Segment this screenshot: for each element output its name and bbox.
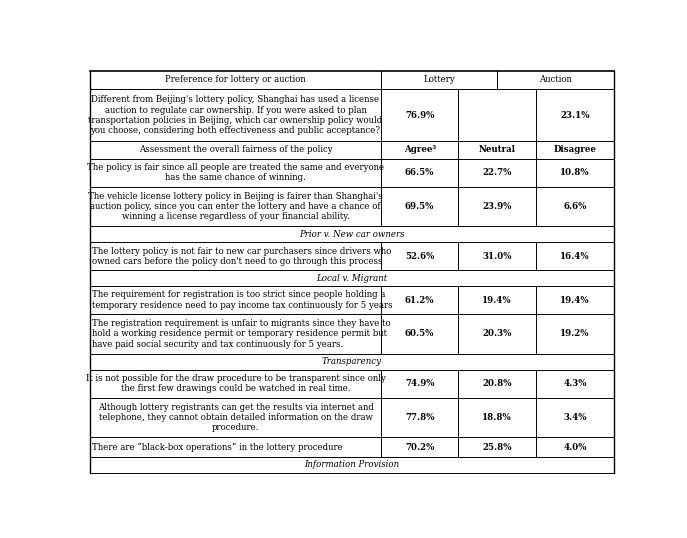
Text: The lottery policy is not fair to new car purchasers since drivers who
owned car: The lottery policy is not fair to new ca… [92, 246, 392, 266]
Text: 76.9%: 76.9% [405, 111, 434, 120]
Text: 4.0%: 4.0% [563, 443, 587, 451]
Text: Agree³: Agree³ [403, 145, 436, 154]
Text: 10.8%: 10.8% [560, 168, 590, 177]
Text: The requirement for registration is too strict since people holding a
temporary : The requirement for registration is too … [92, 291, 393, 310]
Text: Different from Beijing's lottery policy, Shanghai has used a license
auction to : Different from Beijing's lottery policy,… [89, 95, 383, 136]
Text: 19.4%: 19.4% [560, 296, 590, 305]
Text: 66.5%: 66.5% [405, 168, 434, 177]
Text: 60.5%: 60.5% [405, 329, 434, 338]
Text: The policy is fair since all people are treated the same and everyone
has the sa: The policy is fair since all people are … [87, 163, 384, 182]
Text: There are “black-box operations” in the lottery procedure: There are “black-box operations” in the … [92, 442, 343, 452]
Text: 61.2%: 61.2% [405, 296, 434, 305]
Text: 23.9%: 23.9% [482, 202, 512, 211]
Text: 20.3%: 20.3% [482, 329, 512, 338]
Text: Preference for lottery or auction: Preference for lottery or auction [165, 75, 306, 84]
Text: 25.8%: 25.8% [482, 443, 512, 451]
Text: Local v. Migrant: Local v. Migrant [317, 274, 387, 282]
Text: 4.3%: 4.3% [563, 379, 587, 388]
Text: It is not possible for the draw procedure to be transparent since only
the first: It is not possible for the draw procedur… [86, 374, 385, 393]
Text: Prior v. New car owners: Prior v. New car owners [300, 230, 405, 239]
Text: 77.8%: 77.8% [405, 413, 434, 422]
Text: 19.4%: 19.4% [482, 296, 512, 305]
Text: The registration requirement is unfair to migrants since they have to
hold a wor: The registration requirement is unfair t… [92, 319, 391, 349]
Text: 22.7%: 22.7% [482, 168, 512, 177]
Text: Although lottery registrants can get the results via internet and
telephone, the: Although lottery registrants can get the… [98, 402, 374, 433]
Text: Neutral: Neutral [479, 145, 516, 154]
Text: 3.4%: 3.4% [563, 413, 587, 422]
Text: 6.6%: 6.6% [563, 202, 587, 211]
Text: Information Provision: Information Provision [304, 460, 400, 469]
Text: 69.5%: 69.5% [405, 202, 434, 211]
Text: 52.6%: 52.6% [405, 252, 434, 261]
Text: Auction: Auction [539, 75, 572, 84]
Text: 23.1%: 23.1% [561, 111, 589, 120]
Text: 19.2%: 19.2% [561, 329, 589, 338]
Text: 16.4%: 16.4% [560, 252, 590, 261]
Text: 70.2%: 70.2% [405, 443, 434, 451]
Text: Lottery: Lottery [423, 75, 455, 84]
Text: Transparency: Transparency [322, 357, 382, 366]
Text: 18.8%: 18.8% [482, 413, 512, 422]
Text: Disagree: Disagree [554, 145, 596, 154]
Text: 31.0%: 31.0% [482, 252, 512, 261]
Text: 74.9%: 74.9% [405, 379, 434, 388]
Text: The vehicle license lottery policy in Beijing is fairer than Shanghai's
auction : The vehicle license lottery policy in Be… [88, 192, 383, 222]
Text: Assessment the overall fairness of the policy: Assessment the overall fairness of the p… [139, 145, 333, 154]
Text: 20.8%: 20.8% [482, 379, 512, 388]
